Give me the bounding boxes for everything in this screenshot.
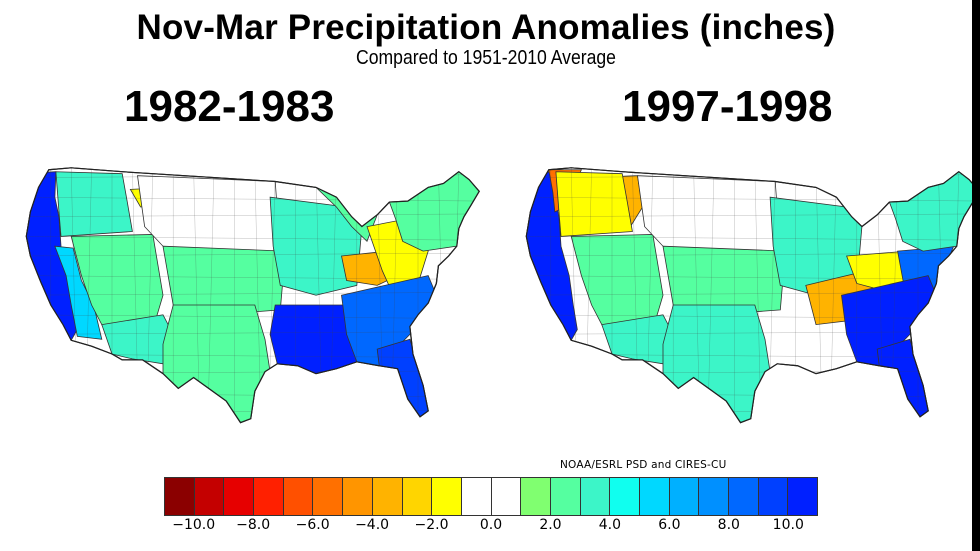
color-scale-tick-label: −10.0 bbox=[172, 517, 216, 533]
color-scale-tick-label: −4.0 bbox=[355, 517, 390, 533]
color-scale-ticks: −10.0 −8.0 −6.0 −4.0 −2.0 0.0 2.0 4.0 6.0 8.0 10.0 bbox=[164, 517, 818, 537]
region-central-plains bbox=[162, 245, 286, 316]
color-scale-cell bbox=[343, 478, 373, 515]
division-boundary bbox=[526, 275, 980, 280]
us-border bbox=[525, 167, 980, 424]
color-scale-cell bbox=[313, 478, 344, 515]
division-boundary bbox=[526, 213, 980, 217]
data-credit: NOAA/ESRL PSD and CIRES-CU bbox=[560, 459, 727, 471]
division-boundary bbox=[26, 213, 480, 217]
region-california-interior bbox=[54, 245, 103, 340]
color-scale-tick-label: 4.0 bbox=[598, 517, 622, 533]
color-scale-cell bbox=[461, 478, 492, 515]
division-boundary bbox=[526, 252, 980, 257]
precip-map-1982-1983 bbox=[25, 167, 480, 424]
division-boundary bbox=[26, 252, 480, 257]
color-scale-tick-label: 8.0 bbox=[717, 517, 740, 533]
region-northeast bbox=[888, 171, 980, 252]
region-central-plains bbox=[662, 245, 786, 316]
division-boundary bbox=[526, 197, 980, 202]
period-label-left: 1982-1983 bbox=[124, 82, 335, 131]
color-scale-cell bbox=[283, 478, 314, 515]
region-texas bbox=[162, 304, 271, 423]
color-scale-cell bbox=[194, 478, 225, 515]
color-scale-tick-label: 10.0 bbox=[772, 517, 804, 533]
us-border bbox=[25, 167, 480, 424]
color-scale-tick-label: 0.0 bbox=[479, 517, 503, 533]
color-scale-cell bbox=[669, 478, 700, 515]
color-scale-cell bbox=[729, 478, 759, 515]
region-northwest-interior bbox=[55, 171, 133, 237]
period-label-right: 1997-1998 bbox=[622, 82, 833, 131]
figure-subtitle: Compared to 1951-2010 Average bbox=[356, 47, 616, 69]
division-boundary bbox=[526, 236, 980, 241]
color-scale-tick-label: 6.0 bbox=[658, 517, 681, 533]
division-boundary bbox=[693, 167, 700, 423]
region-southeast bbox=[841, 275, 937, 367]
division-boundary bbox=[526, 167, 531, 423]
color-scale-tick-label: −8.0 bbox=[236, 517, 271, 533]
division-boundary bbox=[26, 314, 480, 319]
precip-map-1997-1998 bbox=[525, 167, 980, 424]
division-boundary bbox=[26, 197, 480, 202]
color-scale-cell bbox=[610, 478, 640, 515]
edge-border bbox=[972, 0, 980, 551]
color-scale-tick-label: −2.0 bbox=[414, 517, 449, 533]
color-scale-cell bbox=[758, 478, 789, 515]
region-southeast bbox=[341, 275, 437, 367]
color-scale-cell bbox=[580, 478, 611, 515]
color-scale-cell bbox=[491, 478, 522, 515]
division-boundary bbox=[526, 314, 980, 319]
division-boundary bbox=[26, 292, 480, 296]
color-scale-cell bbox=[432, 478, 462, 515]
color-scale-tick-label: −6.0 bbox=[295, 517, 330, 533]
color-scale-cell bbox=[699, 478, 730, 515]
region-northwest-interior bbox=[555, 171, 633, 237]
figure-title: Nov-Mar Precipitation Anomalies (inches) bbox=[136, 8, 836, 47]
division-boundary bbox=[193, 167, 200, 423]
color-scale-cell bbox=[550, 478, 581, 515]
region-texas bbox=[662, 304, 771, 423]
division-boundary bbox=[26, 236, 480, 241]
color-scale-cell bbox=[788, 478, 818, 515]
division-boundary bbox=[26, 167, 31, 423]
division-boundary bbox=[707, 167, 715, 423]
color-scale-cell bbox=[165, 478, 195, 515]
color-scale-cell bbox=[402, 478, 433, 515]
color-scale-cell bbox=[521, 478, 551, 515]
color-scale-cell bbox=[372, 478, 403, 515]
color-scale-cell bbox=[640, 478, 670, 515]
region-northeast bbox=[388, 171, 480, 252]
color-scale-cell bbox=[224, 478, 255, 515]
color-scale-cell bbox=[254, 478, 284, 515]
division-boundary bbox=[207, 167, 215, 423]
color-scale-bar bbox=[164, 477, 818, 516]
division-boundary bbox=[26, 275, 480, 280]
color-scale-tick-label: 2.0 bbox=[539, 517, 562, 533]
division-boundary bbox=[526, 292, 980, 296]
